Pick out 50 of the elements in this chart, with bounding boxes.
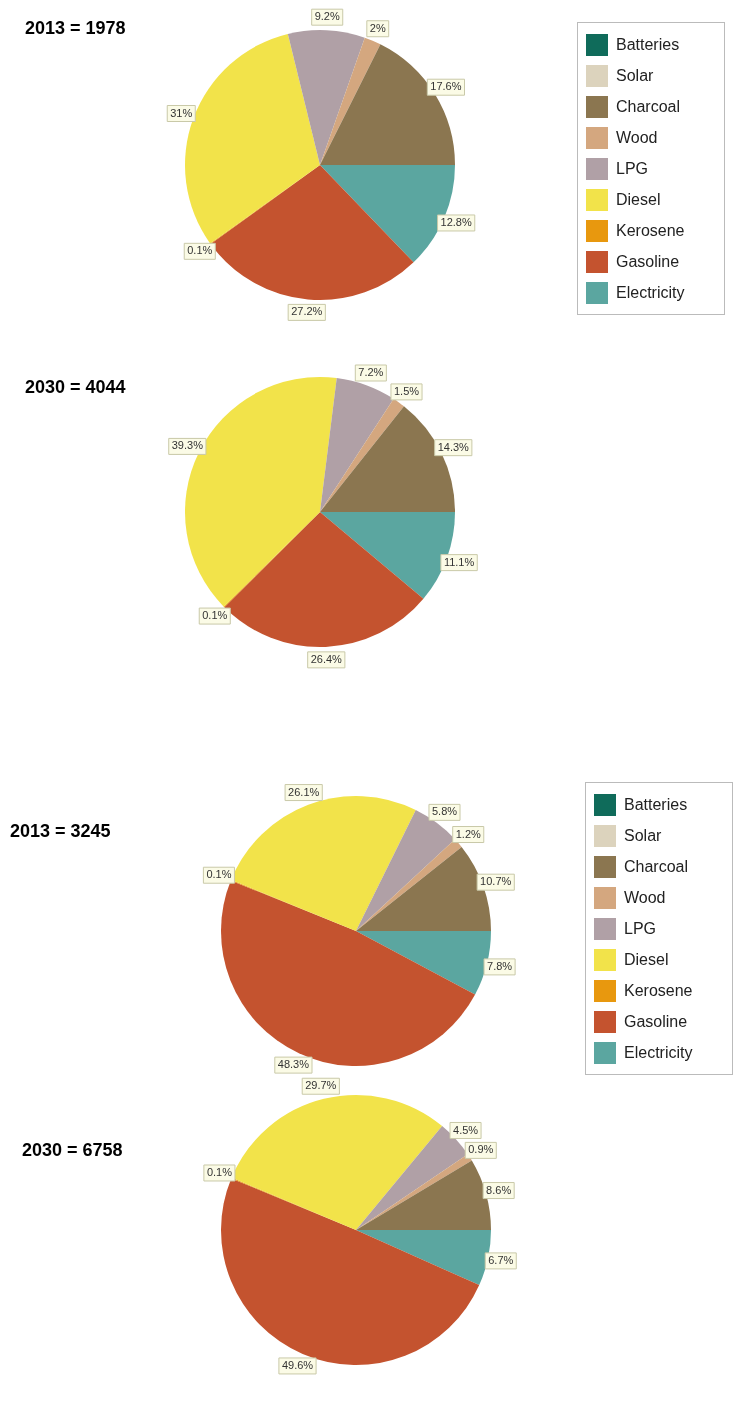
legend-label: Diesel <box>624 950 669 969</box>
data-label: 0.1% <box>187 244 213 257</box>
data-label: 17.6% <box>430 80 462 93</box>
data-label: 2% <box>369 21 386 34</box>
legend-label: Batteries <box>624 795 688 814</box>
legend-label: LPG <box>624 919 657 938</box>
data-label: 6.7% <box>488 1253 514 1266</box>
legend-label: Batteries <box>616 35 680 54</box>
data-label: 12.8% <box>440 216 472 229</box>
legend-label: Gasoline <box>616 252 680 271</box>
legend-label: Kerosene <box>616 221 685 240</box>
text: 2030 = 4044 <box>25 377 126 398</box>
legend-label: Wood <box>624 888 666 907</box>
data-label: 8.6% <box>486 1183 512 1196</box>
data-label: 4.5% <box>453 1123 479 1136</box>
legend-label: Gasoline <box>624 1012 688 1031</box>
data-label: 7.8% <box>487 959 513 972</box>
data-label: 48.3% <box>277 1058 310 1071</box>
legend-label: Electricity <box>624 1043 693 1062</box>
data-label: 0.9% <box>468 1143 494 1156</box>
data-label: 1.2% <box>455 827 481 840</box>
legend-label: Solar <box>616 66 654 85</box>
text: 2013 = 3245 <box>10 821 111 842</box>
data-label: 0.1% <box>202 609 228 622</box>
legend-label: Wood <box>616 128 658 147</box>
data-label: 1.5% <box>393 384 420 397</box>
data-label: 31% <box>170 106 193 119</box>
legend-label: Charcoal <box>616 97 681 116</box>
data-label: 9.2% <box>314 10 340 23</box>
data-label: 39.3% <box>171 439 204 452</box>
legend-label: Diesel <box>616 190 661 209</box>
data-label: 14.3% <box>437 440 470 453</box>
legend-label: Kerosene <box>624 981 693 1000</box>
data-label: 29.7% <box>305 1079 337 1092</box>
legend-label: Solar <box>624 826 662 845</box>
legend-label: Charcoal <box>624 857 689 876</box>
data-label: 5.8% <box>431 805 458 818</box>
legend-label: LPG <box>616 159 649 178</box>
text: 2030 = 6758 <box>22 1140 123 1161</box>
data-label: 0.1% <box>206 868 232 881</box>
data-label: 0.1% <box>206 1166 233 1179</box>
data-label: 11.1% <box>443 555 475 568</box>
data-label: 27.2% <box>291 305 323 318</box>
legend-label: Electricity <box>616 283 685 302</box>
data-label: 49.6% <box>281 1358 314 1371</box>
data-label: 26.4% <box>310 652 343 665</box>
data-label: 7.2% <box>358 366 384 379</box>
data-label: 10.7% <box>480 875 512 888</box>
chart-title: 2013 = 1978 <box>25 18 126 39</box>
data-label: 26.1% <box>288 785 320 798</box>
